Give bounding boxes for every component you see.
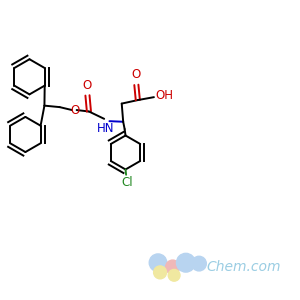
Text: O: O	[70, 103, 80, 116]
Text: HN: HN	[97, 122, 114, 135]
Circle shape	[149, 254, 167, 272]
Circle shape	[176, 253, 195, 272]
Text: Chem.com: Chem.com	[206, 260, 281, 274]
Circle shape	[192, 256, 206, 271]
Text: O: O	[83, 79, 92, 92]
Text: O: O	[132, 68, 141, 81]
Text: Cl: Cl	[121, 176, 133, 189]
Text: OH: OH	[155, 89, 173, 102]
Circle shape	[168, 269, 180, 281]
Circle shape	[166, 260, 180, 274]
Circle shape	[154, 266, 166, 279]
